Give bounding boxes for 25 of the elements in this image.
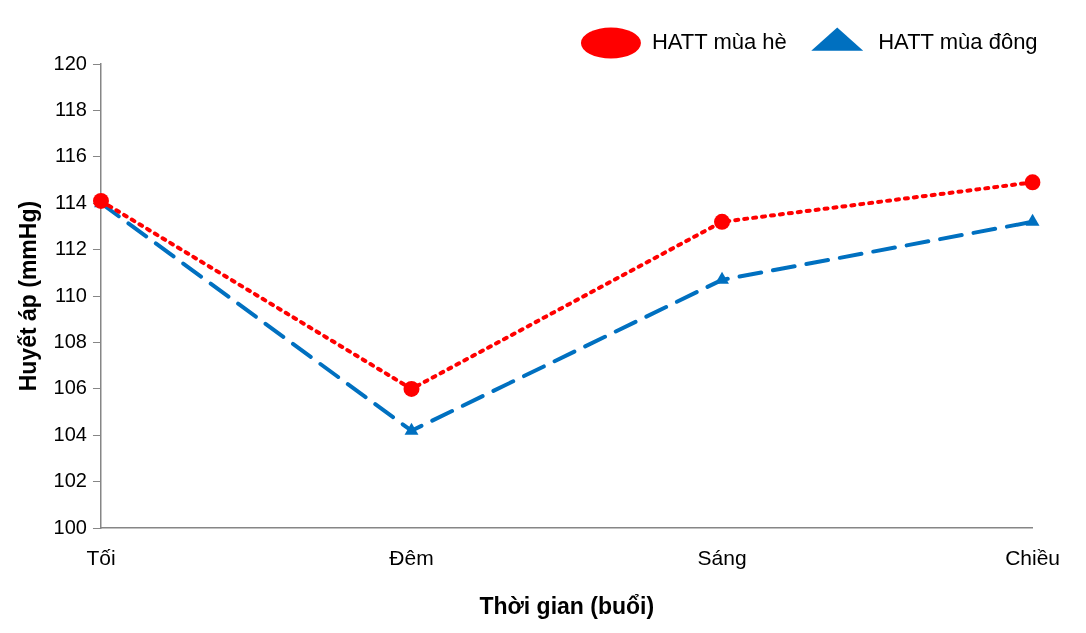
- y-tick-label: 106: [53, 376, 87, 399]
- y-axis-title: Huyết áp (mmHg): [15, 200, 42, 392]
- point: [1025, 213, 1040, 226]
- y-tick-label: 120: [53, 51, 87, 74]
- legend-label: HATT mùa đông: [878, 29, 1038, 55]
- y-tick-label: 100: [53, 515, 87, 538]
- point: [1024, 174, 1041, 191]
- x-axis-title: Thời gian (buổi): [479, 592, 655, 619]
- y-tick-label: 102: [53, 469, 87, 492]
- legend-label: HATT mùa hè: [651, 29, 787, 55]
- y-tick-label: 116: [55, 144, 87, 167]
- y-tick-label: 104: [53, 422, 87, 445]
- y-tick-label: 108: [53, 330, 87, 353]
- x-tick-label: Chiều: [1005, 545, 1060, 569]
- y-tick-label: 112: [55, 237, 87, 260]
- point: [714, 213, 731, 230]
- y-tick-label: 118: [55, 97, 87, 120]
- point: [715, 271, 729, 284]
- point: [404, 422, 419, 435]
- x-tick-label: Tối: [86, 545, 116, 569]
- point: [403, 380, 420, 397]
- y-tick-label: 114: [55, 190, 87, 213]
- y-tick-label: 110: [55, 283, 87, 306]
- x-tick-label: Đêm: [389, 545, 434, 569]
- x-tick-label: Sáng: [697, 545, 747, 569]
